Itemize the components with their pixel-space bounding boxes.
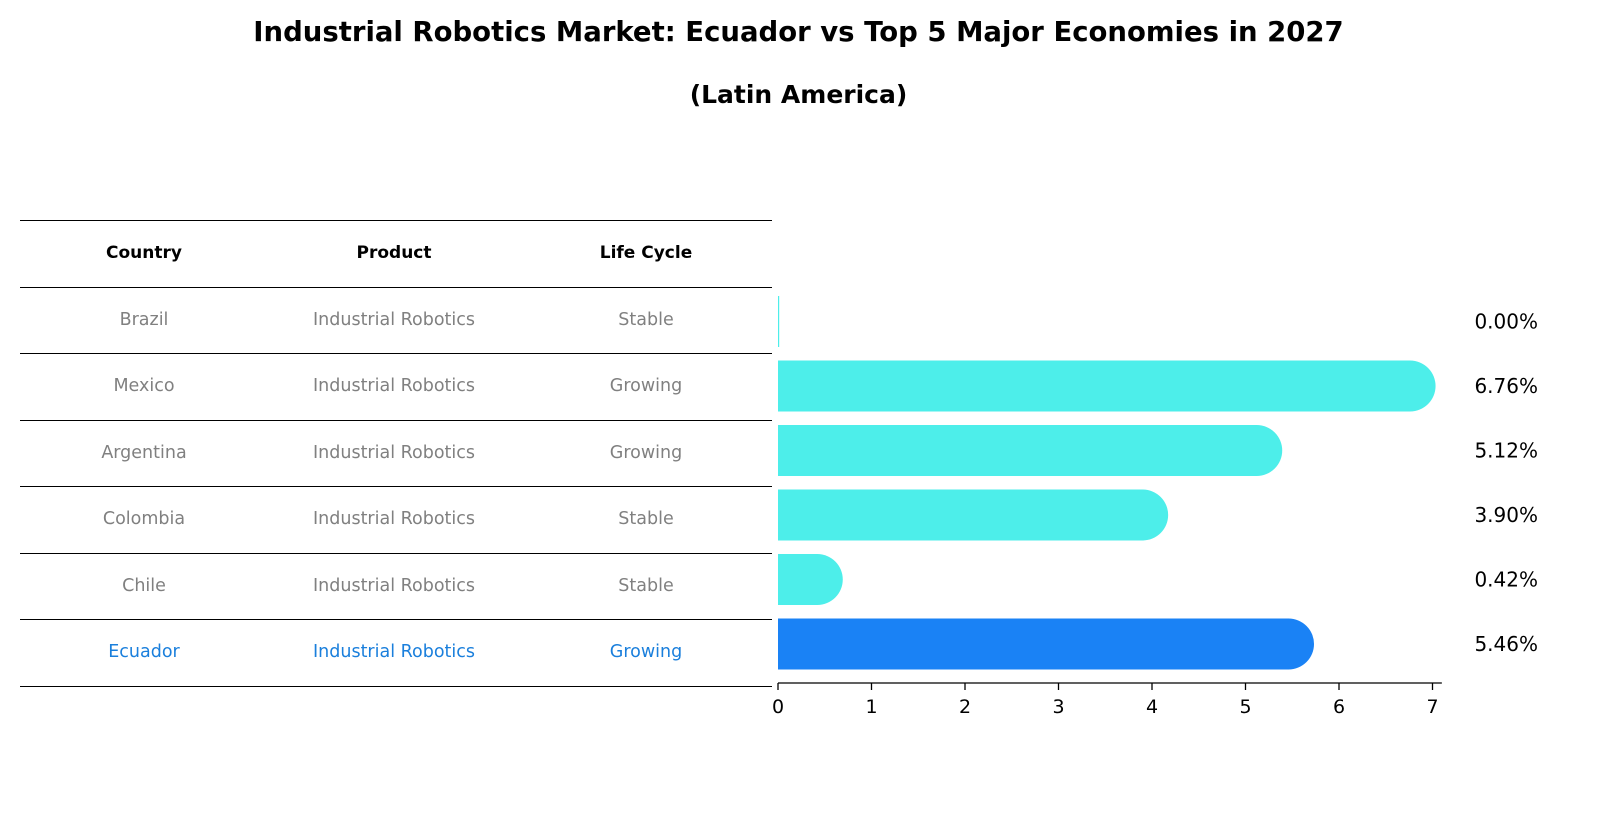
chart-subtitle: (Latin America) xyxy=(689,80,908,109)
value-label-brazil: 0.00% xyxy=(1474,310,1538,334)
country-cell: Ecuador xyxy=(108,642,180,662)
bar-ecuador xyxy=(778,618,1315,670)
value-label-colombia: 3.90% xyxy=(1474,503,1538,527)
header-life-cycle: Life Cycle xyxy=(599,243,693,263)
country-table: Country Product Life Cycle Brazil Indust… xyxy=(20,220,772,687)
value-label-argentina: 5.12% xyxy=(1474,439,1538,463)
x-tick-label: 1 xyxy=(865,696,877,718)
table-row: Mexico Industrial Robotics Growing xyxy=(20,353,772,420)
bar-argentina xyxy=(778,425,1283,476)
x-tick-label: 4 xyxy=(1146,696,1158,718)
chart-title: Industrial Robotics Market: Ecuador vs T… xyxy=(253,16,1344,48)
bar-mexico xyxy=(778,360,1436,412)
product-cell: Industrial Robotics xyxy=(313,642,475,662)
value-label-mexico: 6.76% xyxy=(1474,374,1538,398)
country-cell: Mexico xyxy=(113,376,175,396)
country-cell: Chile xyxy=(122,575,166,596)
table-row: Chile Industrial Robotics Stable xyxy=(20,552,772,620)
country-cell: Colombia xyxy=(102,509,186,529)
x-tick-label: 3 xyxy=(1052,696,1064,718)
life-cycle-cell: Stable xyxy=(618,509,674,529)
product-cell: Industrial Robotics xyxy=(313,376,475,396)
x-tick-label: 0 xyxy=(772,696,784,718)
country-cell: Brazil xyxy=(119,309,169,330)
product-cell: Industrial Robotics xyxy=(313,442,475,463)
value-label-ecuador: 5.46% xyxy=(1474,632,1538,656)
bar-chart: 0.00% 6.76% 5.12% 3.90% 0.42% 5.46% 0 1 2 3 4 5 6 7 xyxy=(772,296,1538,718)
table-row: Argentina Industrial Robotics Growing xyxy=(20,419,772,487)
product-cell: Industrial Robotics xyxy=(313,309,475,330)
header-product: Product xyxy=(356,243,432,263)
x-tick-label: 5 xyxy=(1239,696,1251,718)
x-tick-label: 7 xyxy=(1426,696,1438,718)
product-cell: Industrial Robotics xyxy=(313,575,475,596)
life-cycle-cell: Growing xyxy=(609,642,683,662)
life-cycle-cell: Stable xyxy=(618,309,674,330)
bar-brazil xyxy=(778,296,780,347)
header-country: Country xyxy=(106,243,182,263)
life-cycle-cell: Growing xyxy=(609,442,683,463)
life-cycle-cell: Growing xyxy=(609,376,683,396)
x-tick-label: 6 xyxy=(1333,696,1345,718)
country-cell: Argentina xyxy=(101,442,187,463)
bar-colombia xyxy=(778,489,1169,541)
bar-chile xyxy=(778,554,843,605)
product-cell: Industrial Robotics xyxy=(313,509,475,529)
table-row: Brazil Industrial Robotics Stable xyxy=(20,286,772,354)
table-row: Colombia Industrial Robotics Stable xyxy=(20,486,772,553)
life-cycle-cell: Stable xyxy=(618,575,674,596)
table-row-highlight: Ecuador Industrial Robotics Growing xyxy=(20,619,772,687)
x-tick-label: 2 xyxy=(959,696,971,718)
value-label-chile: 0.42% xyxy=(1474,568,1538,592)
table-header-row: Country Product Life Cycle xyxy=(20,220,772,287)
